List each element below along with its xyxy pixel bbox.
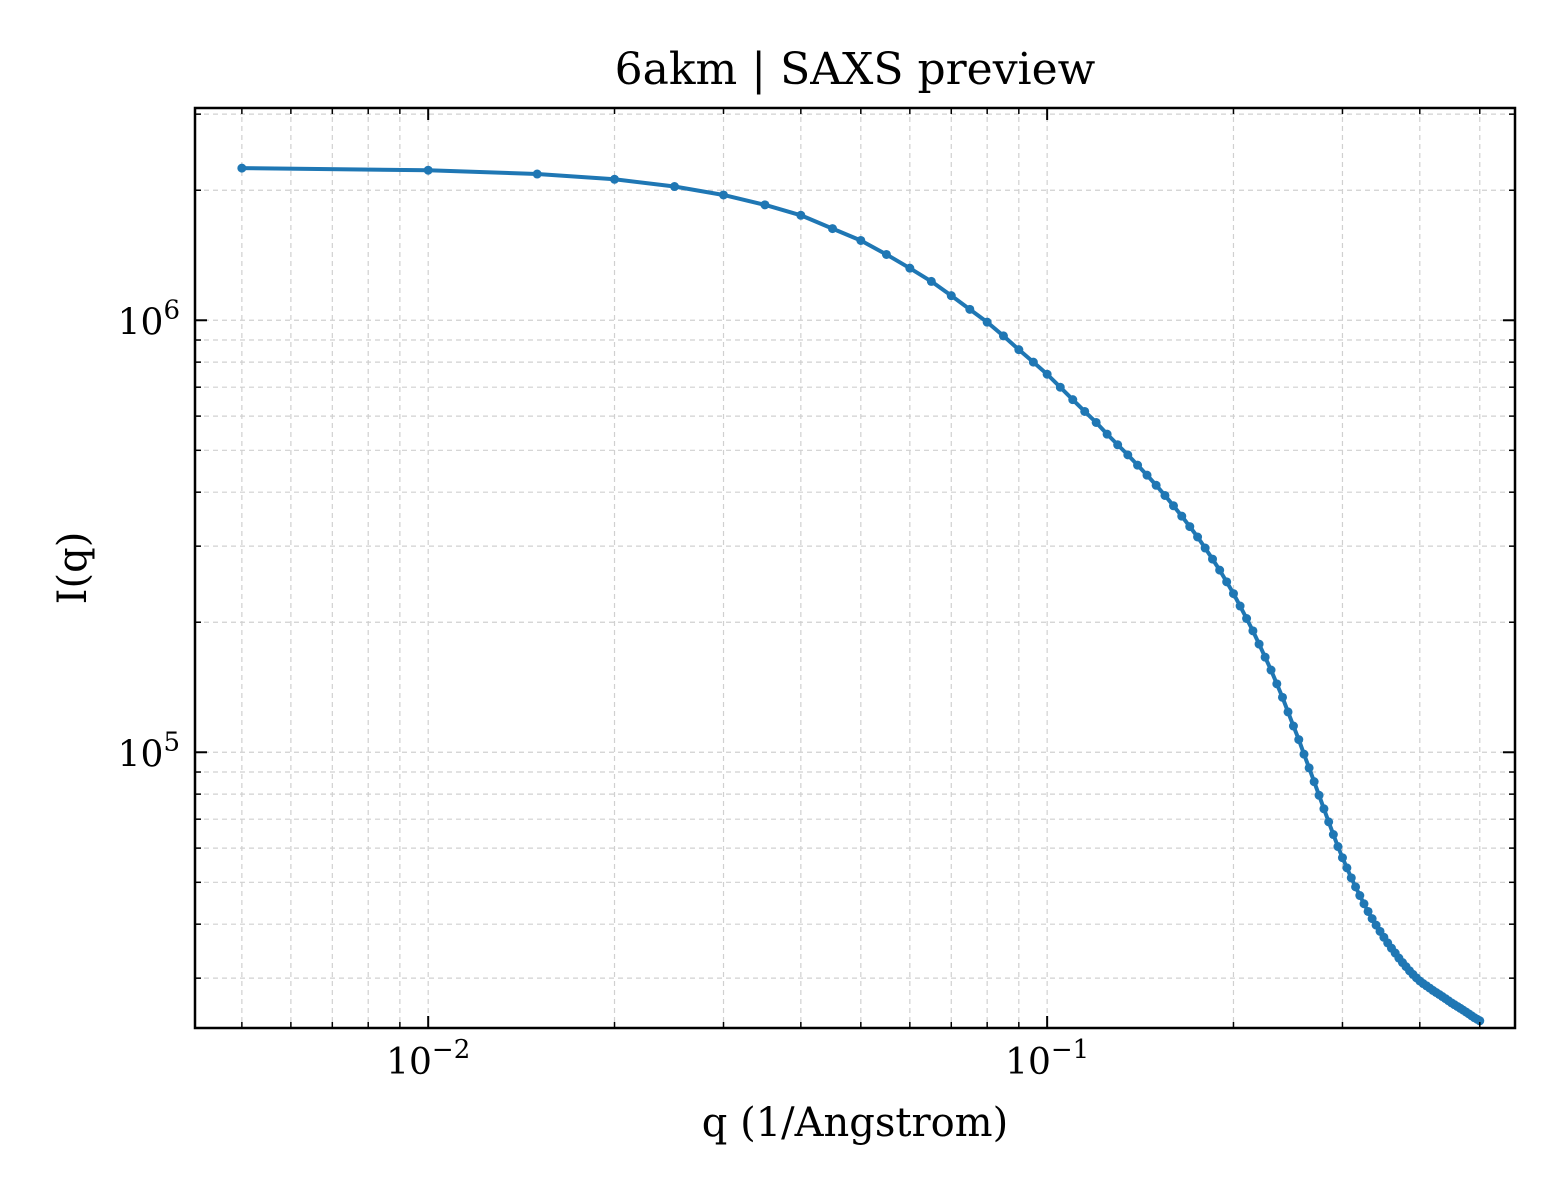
data-point bbox=[1014, 345, 1024, 355]
data-point bbox=[1328, 830, 1338, 840]
data-point bbox=[881, 249, 891, 259]
y-tick-label: 106 bbox=[118, 295, 180, 343]
data-point bbox=[1228, 589, 1238, 599]
axis-ticks bbox=[195, 108, 1515, 1028]
data-point bbox=[828, 224, 837, 234]
data-point bbox=[1055, 382, 1065, 392]
plot-frame bbox=[193, 106, 1517, 1030]
data-point bbox=[1475, 1016, 1485, 1026]
data-point bbox=[1363, 906, 1373, 916]
data-point bbox=[1309, 777, 1319, 787]
x-tick-label: 10−1 bbox=[1005, 1035, 1089, 1083]
data-point bbox=[1222, 577, 1232, 587]
data-point bbox=[1351, 882, 1361, 892]
data-point bbox=[1324, 817, 1334, 827]
data-point bbox=[1142, 470, 1152, 480]
data-point bbox=[1342, 863, 1352, 873]
data-point bbox=[1260, 652, 1270, 662]
data-point bbox=[1133, 460, 1143, 470]
data-point bbox=[1355, 891, 1365, 901]
data-point bbox=[1266, 665, 1276, 675]
data-point bbox=[1359, 899, 1369, 909]
data-point bbox=[670, 182, 679, 192]
data-point bbox=[1123, 450, 1133, 460]
data-point bbox=[1314, 790, 1324, 800]
data-point bbox=[237, 163, 247, 173]
data-point bbox=[1068, 395, 1078, 405]
chart-title: 6akm | SAXS preview bbox=[615, 44, 1096, 95]
y-axis-label: I(q) bbox=[50, 532, 96, 605]
data-point bbox=[1151, 480, 1161, 490]
data-point bbox=[1208, 554, 1218, 564]
data-point bbox=[1319, 804, 1329, 814]
data-point bbox=[1215, 565, 1225, 575]
data-point bbox=[998, 331, 1008, 341]
data-point bbox=[1277, 692, 1287, 702]
data-point bbox=[1102, 429, 1112, 439]
data-point bbox=[946, 291, 956, 301]
data-point bbox=[926, 276, 936, 286]
data-point bbox=[1288, 721, 1298, 731]
data-point bbox=[1283, 707, 1293, 717]
data-point bbox=[1200, 543, 1210, 553]
data-point bbox=[760, 200, 770, 210]
data-point bbox=[1177, 511, 1187, 521]
data-point bbox=[1080, 406, 1090, 416]
data-point bbox=[856, 235, 866, 245]
data-point bbox=[1248, 626, 1258, 636]
data-point bbox=[1028, 357, 1038, 367]
data-point bbox=[1242, 614, 1252, 624]
data-point bbox=[1235, 601, 1245, 611]
data-point bbox=[1346, 873, 1356, 883]
x-tick-label: 10−2 bbox=[386, 1035, 470, 1083]
data-point bbox=[1193, 532, 1203, 542]
x-axis-label: q (1/Angstrom) bbox=[702, 1100, 1008, 1146]
data-point bbox=[1304, 763, 1314, 773]
data-point bbox=[1272, 679, 1282, 689]
data-point bbox=[905, 263, 915, 273]
data-point bbox=[1294, 735, 1304, 745]
series-layer bbox=[237, 163, 1485, 1026]
data-point bbox=[1337, 853, 1347, 863]
data-point bbox=[1113, 440, 1123, 450]
data-point bbox=[532, 169, 542, 179]
data-point bbox=[1333, 842, 1343, 852]
data-point bbox=[965, 304, 975, 314]
data-point bbox=[1299, 749, 1309, 759]
data-point bbox=[1254, 639, 1264, 649]
data-point bbox=[719, 190, 729, 200]
data-point bbox=[1042, 369, 1052, 379]
grid bbox=[195, 108, 1515, 1028]
tick-labels: 10−2 10−1 105 106 bbox=[118, 295, 1090, 1083]
y-tick-label: 105 bbox=[118, 727, 180, 775]
data-point bbox=[1160, 490, 1170, 500]
data-point bbox=[1168, 501, 1178, 511]
data-point bbox=[423, 165, 433, 175]
data-point bbox=[610, 174, 620, 184]
data-point bbox=[1367, 914, 1377, 924]
data-point bbox=[1185, 522, 1195, 532]
data-point bbox=[796, 210, 806, 220]
data-point bbox=[982, 317, 992, 327]
data-point bbox=[1091, 417, 1101, 427]
